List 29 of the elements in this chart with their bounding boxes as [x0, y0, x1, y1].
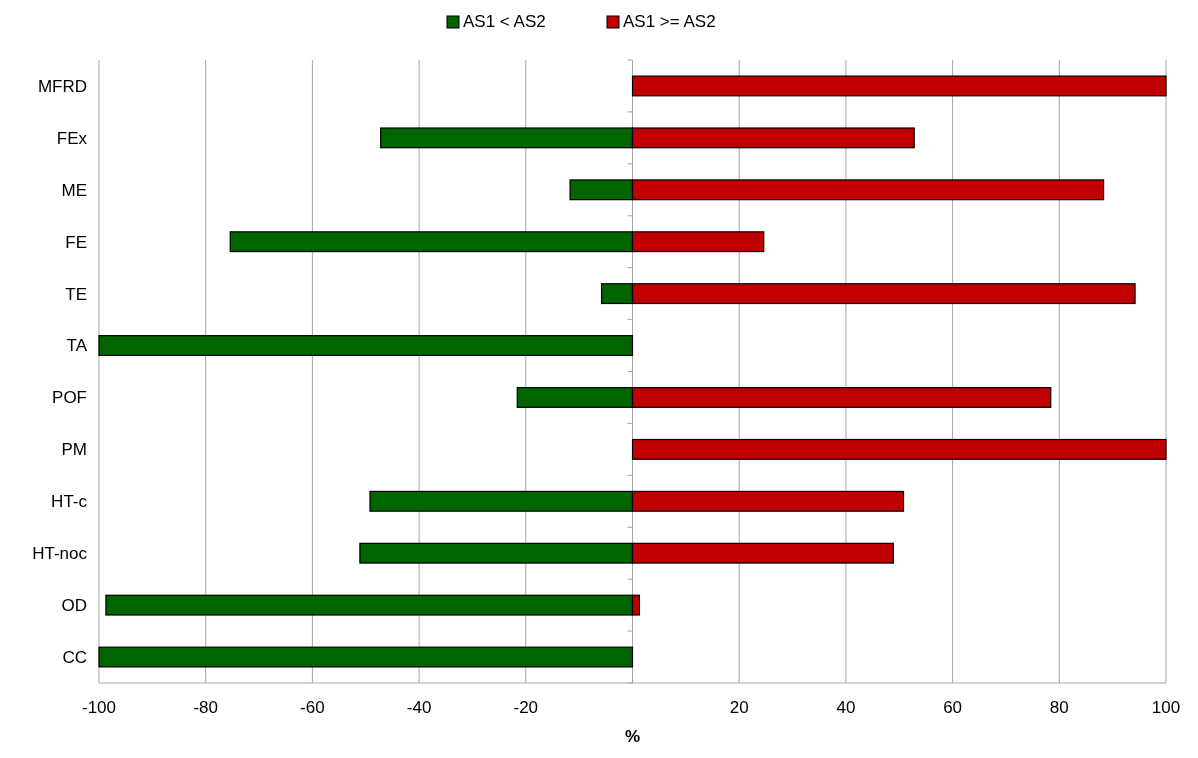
x-tick-label: 20	[729, 698, 749, 717]
bar	[631, 438, 1167, 460]
x-axis-title: %	[624, 727, 641, 746]
x-tick-label: 100	[1151, 698, 1181, 717]
x-tick-label: -40	[406, 698, 432, 717]
y-tick-label: POF	[52, 388, 87, 408]
bar	[98, 646, 634, 668]
bar	[98, 335, 634, 357]
y-tick-label: HT-c	[51, 492, 88, 512]
y-tick-label: CC	[62, 647, 87, 667]
y-tick-label: OD	[61, 596, 87, 616]
y-tick-label: HT-noc	[32, 544, 88, 564]
y-tick-label: FEx	[56, 128, 88, 148]
y-tick-label: FE	[65, 232, 87, 252]
x-tick-label: 80	[1049, 698, 1069, 717]
y-tick-label: TE	[65, 284, 87, 304]
y-tick-label: MFRD	[37, 76, 87, 96]
x-tick-label: -80	[193, 698, 218, 717]
x-tick-label: 40	[836, 698, 856, 717]
legend-label: AS1 >= AS2	[623, 12, 716, 31]
y-tick-label: ME	[61, 180, 87, 200]
y-tick-label: PM	[61, 440, 87, 460]
legend-label: AS1 < AS2	[463, 12, 546, 31]
x-tick-label: -60	[300, 698, 325, 717]
x-tick-label: -100	[81, 698, 117, 717]
bar	[631, 75, 1167, 97]
x-tick-label: -20	[513, 698, 539, 717]
x-tick-label: 60	[943, 698, 963, 717]
y-tick-label: TA	[66, 336, 88, 356]
